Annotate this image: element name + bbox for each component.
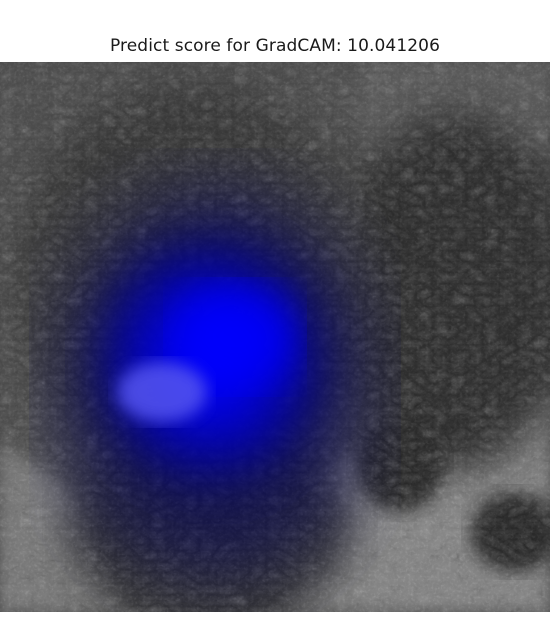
figure-title: Predict score for GradCAM: 10.041206 — [109, 36, 441, 56]
gradcam-figure — [0, 62, 550, 612]
heatmap-core — [175, 287, 295, 387]
gradcam-image — [0, 62, 550, 612]
heatmap-highlight — [117, 362, 207, 422]
